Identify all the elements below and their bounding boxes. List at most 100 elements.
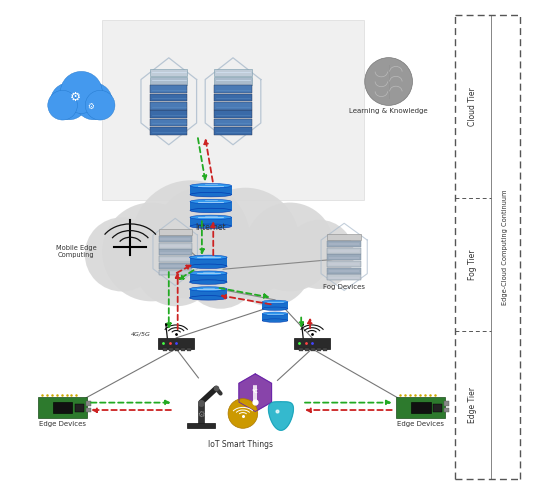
Circle shape — [365, 58, 412, 105]
Bar — [75, 404, 84, 412]
Bar — [444, 408, 449, 412]
Text: ⚙: ⚙ — [197, 410, 205, 418]
Text: IoT Smart Things: IoT Smart Things — [208, 440, 273, 449]
Ellipse shape — [190, 184, 232, 188]
Text: Internet: Internet — [195, 223, 226, 232]
Polygon shape — [268, 402, 293, 430]
Bar — [327, 275, 361, 281]
Bar — [327, 268, 361, 274]
Bar — [327, 261, 361, 267]
Bar — [396, 397, 446, 418]
Bar — [159, 256, 191, 262]
Bar — [187, 348, 191, 351]
Bar — [327, 234, 361, 240]
Bar — [86, 401, 91, 406]
Bar — [262, 302, 288, 309]
Ellipse shape — [262, 312, 288, 316]
Circle shape — [75, 82, 112, 120]
Ellipse shape — [190, 215, 232, 220]
Bar — [150, 93, 188, 101]
Bar — [38, 397, 87, 418]
Text: Cloud Tier: Cloud Tier — [469, 87, 477, 125]
Circle shape — [285, 220, 354, 289]
Text: Edge Devices: Edge Devices — [39, 421, 86, 427]
Circle shape — [60, 72, 102, 114]
Circle shape — [191, 188, 300, 296]
Bar — [190, 273, 227, 282]
Ellipse shape — [190, 271, 227, 276]
Ellipse shape — [262, 319, 288, 323]
Ellipse shape — [190, 295, 227, 300]
Bar — [190, 202, 232, 210]
Circle shape — [48, 90, 78, 120]
Text: ⚙: ⚙ — [87, 102, 94, 111]
Circle shape — [102, 203, 201, 301]
Ellipse shape — [262, 307, 288, 311]
Text: 4G/5G: 4G/5G — [131, 332, 151, 337]
Bar — [187, 423, 215, 428]
Bar — [198, 403, 204, 423]
Bar — [317, 348, 321, 351]
Bar — [444, 401, 449, 406]
Bar — [190, 186, 232, 195]
Bar — [214, 102, 251, 110]
Bar — [150, 77, 188, 84]
Circle shape — [51, 82, 87, 120]
Bar — [262, 314, 288, 321]
Circle shape — [134, 222, 218, 306]
Bar — [169, 348, 173, 351]
Bar — [159, 236, 191, 242]
Text: Edge Tier: Edge Tier — [469, 387, 477, 423]
Bar — [150, 119, 188, 126]
Bar — [150, 110, 188, 118]
Bar — [190, 217, 232, 226]
Bar — [86, 408, 91, 412]
Bar — [214, 77, 251, 84]
Ellipse shape — [190, 193, 232, 197]
Bar — [311, 348, 315, 351]
Ellipse shape — [190, 199, 232, 204]
Circle shape — [245, 203, 334, 291]
Text: Fog Devices: Fog Devices — [323, 284, 365, 290]
Bar — [158, 338, 194, 349]
Ellipse shape — [190, 280, 227, 285]
Bar — [305, 348, 309, 351]
Ellipse shape — [190, 208, 232, 213]
Ellipse shape — [190, 255, 227, 260]
Text: Fog Tier: Fog Tier — [469, 249, 477, 280]
Bar — [150, 127, 188, 135]
Circle shape — [184, 235, 258, 309]
Ellipse shape — [262, 300, 288, 303]
Bar — [53, 402, 73, 413]
Bar — [214, 119, 251, 126]
Circle shape — [85, 217, 159, 291]
Ellipse shape — [190, 287, 227, 291]
Bar — [175, 348, 179, 351]
Bar — [159, 263, 191, 269]
Text: Edge-Cloud Computing Continuum: Edge-Cloud Computing Continuum — [502, 189, 508, 305]
Bar — [159, 229, 191, 235]
Bar — [214, 93, 251, 101]
Bar — [327, 247, 361, 253]
Bar — [411, 402, 431, 413]
Text: Learning & Knowledge: Learning & Knowledge — [349, 108, 428, 114]
Bar — [327, 241, 361, 247]
Bar — [214, 69, 251, 76]
Bar — [323, 348, 327, 351]
Bar — [159, 270, 191, 276]
Circle shape — [132, 180, 250, 299]
Polygon shape — [239, 374, 272, 412]
Bar — [159, 249, 191, 255]
Bar — [102, 20, 364, 200]
Text: Edge Devices: Edge Devices — [397, 421, 444, 427]
Circle shape — [85, 90, 115, 120]
Bar — [327, 254, 361, 260]
Bar — [433, 404, 442, 412]
Bar — [150, 85, 188, 93]
Circle shape — [228, 399, 258, 428]
Ellipse shape — [190, 224, 232, 229]
Circle shape — [156, 188, 245, 277]
Bar — [163, 348, 167, 351]
Circle shape — [228, 222, 312, 306]
Text: ⚙: ⚙ — [70, 91, 81, 104]
